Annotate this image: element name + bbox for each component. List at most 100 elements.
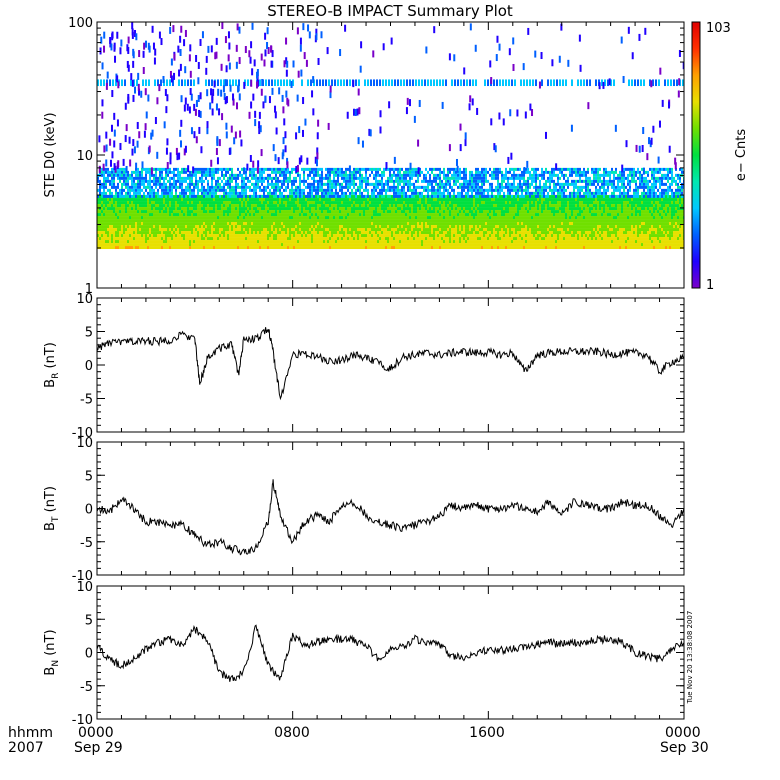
- heatmap-cell: [475, 201, 477, 205]
- heatmap-cell: [223, 225, 225, 229]
- heatmap-cell: [385, 240, 387, 244]
- heatmap-cell: [375, 194, 377, 198]
- heatmap-cell: [309, 185, 311, 189]
- heatmap-cell: [407, 194, 409, 198]
- heatmap-cell: [427, 219, 429, 223]
- heatmap-cell: [411, 228, 413, 232]
- heatmap-cell: [131, 246, 133, 250]
- heatmap-cell: [107, 234, 109, 238]
- heatmap-cell: [365, 194, 367, 198]
- heatmap-cell: [293, 234, 295, 238]
- heatmap-cell: [181, 207, 183, 211]
- heatmap-cell: [267, 219, 269, 223]
- heatmap-cell: [185, 216, 187, 220]
- heatmap-cell: [253, 216, 255, 220]
- heatmap-cell: [241, 201, 243, 205]
- heatmap-cell: [191, 234, 193, 238]
- heatmap-cell: [185, 237, 187, 241]
- heatmap-cell: [359, 185, 361, 189]
- heatmap-cell: [145, 240, 147, 244]
- heatmap-cell: [247, 231, 249, 235]
- heatmap-cell: [315, 246, 317, 250]
- heatmap-cell: [141, 225, 143, 229]
- heatmap-cell: [131, 231, 133, 235]
- heatmap-cell: [355, 234, 357, 238]
- heatmap-cell: [223, 240, 225, 244]
- heatmap-cell: [455, 207, 457, 211]
- heatmap-cell: [477, 243, 479, 247]
- heatmap-cell: [287, 207, 289, 211]
- heatmap-cell: [175, 173, 177, 177]
- heatmap-cell: [345, 240, 347, 244]
- heatmap-cell: [147, 182, 149, 186]
- heatmap-cell: [249, 237, 251, 241]
- heatmap-cell: [401, 198, 403, 202]
- heatmap-cell: [391, 210, 393, 214]
- heatmap-cell: [183, 191, 185, 195]
- heatmap-cell: [379, 167, 381, 171]
- heatmap-cell: [233, 194, 235, 198]
- heatmap-cell: [137, 210, 139, 214]
- heatmap-cell: [255, 228, 257, 232]
- heatmap-cell: [219, 204, 221, 208]
- heatmap-cell: [249, 222, 251, 226]
- heatmap-cell: [433, 222, 435, 226]
- heatmap-cell: [467, 185, 469, 189]
- heatmap-cell: [305, 185, 307, 189]
- heatmap-cell: [261, 207, 263, 211]
- heatmap-cell: [165, 207, 167, 211]
- heatmap-cell: [415, 231, 417, 235]
- heatmap-cell: [257, 176, 259, 180]
- heatmap-cell: [373, 234, 375, 238]
- heatmap-cell: [411, 222, 413, 226]
- heatmap-cell: [351, 246, 353, 250]
- heatmap-cell: [175, 210, 177, 214]
- heatmap-cell: [181, 231, 183, 235]
- heatmap-cell: [353, 179, 355, 183]
- heatmap-cell: [205, 210, 207, 214]
- heatmap-cell: [237, 246, 239, 250]
- heatmap-cell: [427, 210, 429, 214]
- heatmap-cell: [467, 198, 469, 202]
- heatmap-cell: [411, 194, 413, 198]
- heatmap-cell: [209, 185, 211, 189]
- heatmap-cell: [485, 225, 487, 229]
- heatmap-cell: [337, 243, 339, 247]
- heatmap-cell: [165, 225, 167, 229]
- heatmap-cell: [125, 185, 127, 189]
- heatmap-cell: [387, 207, 389, 211]
- heatmap-cell: [399, 170, 401, 174]
- heatmap-cell: [377, 207, 379, 211]
- heatmap-cell: [129, 188, 131, 192]
- heatmap-cell: [431, 179, 433, 183]
- heatmap-cell: [297, 194, 299, 198]
- heatmap-cell: [123, 234, 125, 238]
- heatmap-cell: [349, 216, 351, 220]
- heatmap-cell: [405, 170, 407, 174]
- heatmap-cell: [433, 176, 435, 180]
- heatmap-cell: [141, 188, 143, 192]
- heatmap-cell: [299, 176, 301, 180]
- heatmap-cell: [289, 173, 291, 177]
- heatmap-cell: [111, 170, 113, 174]
- heatmap-cell: [321, 167, 323, 171]
- heatmap-cell: [109, 207, 111, 211]
- heatmap-cell: [225, 182, 227, 186]
- heatmap-cell: [265, 188, 267, 192]
- heatmap-cell: [243, 179, 245, 183]
- heatmap-cell: [211, 225, 213, 229]
- heatmap-cell: [105, 228, 107, 232]
- heatmap-cell: [251, 231, 253, 235]
- heatmap-cell: [313, 179, 315, 183]
- heatmap-cell: [193, 222, 195, 226]
- heatmap-cell: [399, 219, 401, 223]
- heatmap-cell: [475, 210, 477, 214]
- heatmap-cell: [155, 231, 157, 235]
- heatmap-cell: [99, 231, 101, 235]
- heatmap-cell: [457, 207, 459, 211]
- heatmap-cell: [167, 198, 169, 202]
- heatmap-cell: [265, 222, 267, 226]
- heatmap-cell: [479, 191, 481, 195]
- heatmap-cell: [205, 231, 207, 235]
- heatmap-cell: [197, 188, 199, 192]
